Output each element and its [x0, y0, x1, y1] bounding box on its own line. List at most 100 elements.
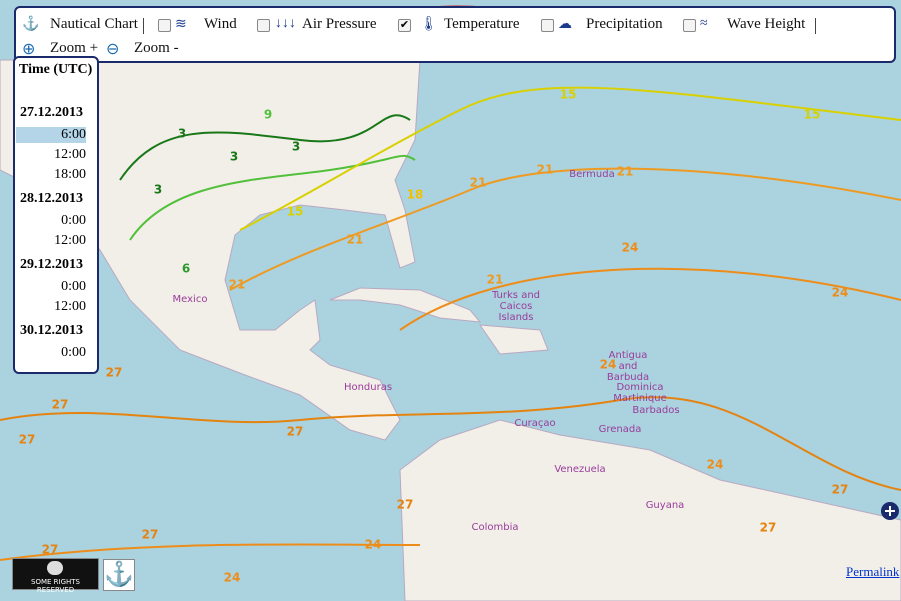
place-label: Dominica	[616, 382, 663, 393]
isotherm-label: 21	[347, 233, 364, 247]
time[interactable]: 0:00	[61, 213, 86, 228]
place-label: Grenada	[599, 424, 642, 435]
place-label: Turks and	[491, 290, 540, 301]
time-panel: Time (UTC) 27.12.2013 6:00 12:00 18:00 28.12.…	[13, 56, 99, 374]
place-label: Islands	[499, 312, 534, 323]
zoom-in-icon: ⊕	[22, 41, 36, 58]
isotherm-label: 24	[622, 241, 639, 255]
place-label: Mexico	[173, 294, 208, 305]
isotherm-label: 27	[106, 366, 123, 380]
land	[0, 59, 421, 441]
permalink[interactable]: Permalink	[846, 564, 900, 579]
layer-icon: ☁	[558, 17, 572, 32]
layer-label[interactable]: Air Pressure	[302, 16, 377, 32]
isotherm-label: 27	[832, 483, 849, 497]
checkbox[interactable]	[257, 19, 270, 32]
layer-label[interactable]: Wave Height	[727, 16, 806, 32]
toolbar: ⚓ Nautical Chart ≋ Wind ↓↓↓ Air Pressure ✔ 🌡 Tem…	[14, 6, 896, 63]
isotherm-label: 3	[230, 150, 238, 164]
zoom-in[interactable]: Zoom +	[50, 40, 99, 56]
isotherm-label: 9	[264, 108, 272, 122]
isotherm-label: 24	[832, 286, 849, 300]
time[interactable]: 18:00	[54, 167, 86, 182]
plus-icon	[885, 506, 895, 516]
place-label: and	[619, 361, 638, 372]
land	[399, 419, 901, 601]
isotherm-label: 27	[142, 528, 159, 542]
time[interactable]: 12:00	[54, 299, 86, 314]
checkbox[interactable]	[683, 19, 696, 32]
layer-label[interactable]: Wind	[204, 16, 237, 32]
isotherm-label: 27	[287, 425, 304, 439]
isotherm-label: 21	[537, 163, 554, 177]
layer-icon: ↓↓↓	[275, 16, 296, 31]
place-label: Curaçao	[514, 418, 555, 429]
layer-icon: ⚓	[22, 17, 40, 32]
isotherm-label: 24	[365, 538, 382, 552]
land	[329, 287, 482, 323]
time[interactable]: 6:00	[16, 127, 86, 143]
date: 27.12.2013	[20, 105, 83, 120]
date: 28.12.2013	[20, 191, 83, 206]
separator	[815, 18, 816, 34]
place-label: Antigua	[609, 350, 648, 361]
layer-icon: ≋	[175, 17, 187, 32]
time[interactable]: 12:00	[54, 147, 86, 162]
isotherm-label: 21	[617, 165, 634, 179]
land	[478, 324, 549, 355]
checkbox[interactable]	[541, 19, 554, 32]
place-label: Venezuela	[554, 464, 605, 475]
place-label: Colombia	[472, 522, 519, 533]
license-text: SOME RIGHTS RESERVED	[31, 578, 80, 594]
isotherm-label: 6	[182, 262, 190, 276]
isotherm-label: 27	[19, 433, 36, 447]
isotherm-label: 24	[600, 358, 617, 372]
place-label: Barbuda	[607, 372, 649, 383]
anchor-logo[interactable]: ⚓	[103, 559, 135, 591]
isotherm-label: 15	[804, 108, 821, 122]
isotherm-label: 27	[52, 398, 69, 412]
place-label: Caicos	[500, 301, 533, 312]
checkbox[interactable]: ✔	[398, 19, 411, 32]
isotherm-label: 3	[154, 183, 162, 197]
isotherm-label: 21	[229, 278, 246, 292]
date: 29.12.2013	[20, 257, 83, 272]
zoom-out-icon: ⊖	[106, 41, 120, 58]
isotherm-label: 18	[407, 188, 424, 202]
separator	[143, 18, 144, 34]
isotherm-label: 27	[760, 521, 777, 535]
place-label: Martinique	[613, 393, 667, 404]
isotherm-label: 24	[707, 458, 724, 472]
isotherm-label: 27	[397, 498, 414, 512]
layer-label[interactable]: Precipitation	[586, 16, 663, 32]
isotherm-label: 15	[560, 88, 577, 102]
panel-title: Time (UTC)	[19, 62, 93, 77]
isotherm-label: 27	[42, 543, 59, 557]
time[interactable]: 0:00	[61, 345, 86, 360]
isotherm-label: 24	[224, 571, 241, 585]
place-label: Bermuda	[569, 169, 615, 180]
checkbox[interactable]	[158, 19, 171, 32]
license-badge[interactable]: SOME RIGHTS RESERVED	[12, 558, 99, 594]
date: 30.12.2013	[20, 323, 83, 338]
time[interactable]: 0:00	[61, 279, 86, 294]
layer-icon: 🌡	[420, 17, 438, 32]
isotherm-label: 3	[292, 140, 300, 154]
isotherm-label: 21	[470, 176, 487, 190]
isotherm-labels: 21 21 21 21 24 21 21 24 24 24 24 24 27 27 27 27 27 27 27 27…	[19, 88, 849, 585]
isotherm-label: 3	[178, 127, 186, 141]
zoom-out[interactable]: Zoom -	[134, 40, 179, 56]
isotherm-label: 15	[287, 205, 304, 219]
place-label: Barbados	[632, 405, 679, 416]
cc-icon	[47, 561, 63, 575]
place-label: Honduras	[344, 382, 392, 393]
isotherm-label: 21	[487, 273, 504, 287]
place-label: Guyana	[646, 500, 685, 511]
layer-icon: ≈	[700, 16, 708, 31]
layer-label[interactable]: Temperature	[444, 16, 520, 32]
time[interactable]: 12:00	[54, 233, 86, 248]
layer-label[interactable]: Nautical Chart	[50, 16, 138, 32]
